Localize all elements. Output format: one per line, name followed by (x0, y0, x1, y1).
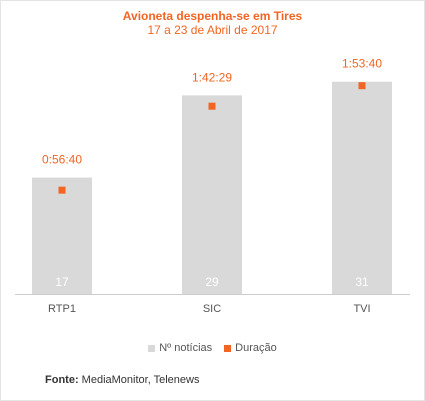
chart-subtitle: 17 a 23 de Abril de 2017 (147, 23, 278, 37)
duration-label: 0:56:40 (42, 153, 82, 167)
duration-marker-tvi (358, 82, 366, 90)
legend-item-count[interactable]: Nº notícias (148, 342, 212, 354)
duration-label: 1:42:29 (192, 70, 232, 84)
source-text: MediaMonitor, Telenews (81, 374, 200, 386)
legend: Nº notícias Duração (0, 342, 425, 354)
bar-count-label: 17 (55, 275, 69, 289)
source-label: Fonte: (45, 374, 79, 386)
source-note: Fonte: MediaMonitor, Telenews (45, 374, 199, 386)
bar-count-label: 29 (205, 275, 219, 289)
chart-title: Avioneta despenha-se em Tires (122, 9, 303, 23)
bar-chart: 17 0:56:40 RTP1 29 1:42:29 SIC 31 1:53:40 TVI (15, 57, 410, 315)
bar-tvi (332, 81, 392, 295)
duration-label: 1:53:40 (342, 57, 382, 71)
bar-rtp1 (32, 177, 92, 294)
x-tick-label: TVI (353, 303, 370, 315)
duration-marker-sic (208, 102, 216, 110)
legend-label-duration: Duração (235, 342, 277, 354)
bar-count-label: 31 (355, 275, 369, 289)
legend-swatch-count (148, 344, 156, 352)
legend-swatch-duration (224, 344, 232, 352)
x-tick-label: RTP1 (48, 303, 76, 315)
duration-marker-rtp1 (58, 186, 66, 194)
legend-item-duration[interactable]: Duração (224, 342, 277, 354)
legend-label-count: Nº notícias (159, 342, 213, 354)
x-tick-label: SIC (203, 303, 221, 315)
bar-sic (182, 95, 242, 294)
